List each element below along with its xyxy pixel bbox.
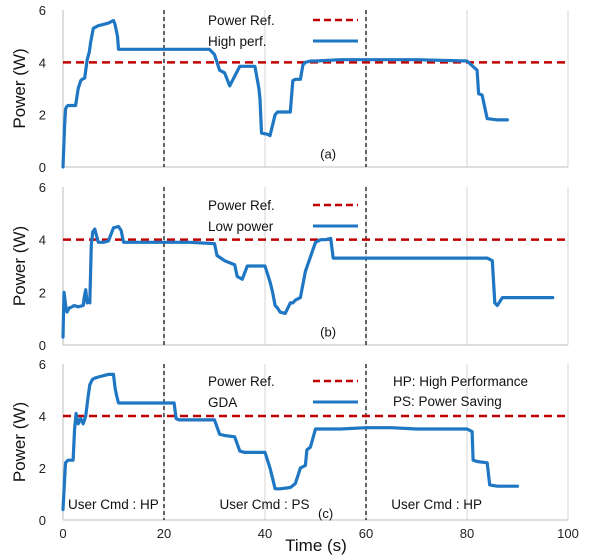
abbreviation-note: PS: Power Saving <box>393 394 502 409</box>
panel-label: (a) <box>320 147 336 162</box>
panel-label: (c) <box>318 506 333 521</box>
y-tick-label: 0 <box>39 160 46 175</box>
legend: Power Ref. Low power <box>208 198 358 234</box>
legend-label-series: High perf. <box>208 34 267 49</box>
x-tick-label: 40 <box>258 526 272 541</box>
legend-label-series: GDA <box>208 395 237 410</box>
x-axis-title: Time (s) <box>285 536 347 555</box>
y-tick-label: 4 <box>39 55 46 70</box>
user-command-label: User Cmd : PS <box>220 497 310 512</box>
y-tick-label: 2 <box>39 108 46 123</box>
chart-panels: 0 2 4 6 Power (W) Power Ref. High perf. (a) 0 2 4 6… <box>10 3 579 541</box>
x-tick-label: 60 <box>359 526 373 541</box>
chart-panel-1: 0 2 4 6 Power (W) Power Ref. High perf. (a) <box>10 3 569 175</box>
x-tick-label: 100 <box>557 526 579 541</box>
y-axis-title: Power (W) <box>10 48 29 128</box>
y-axis-title: Power (W) <box>10 226 29 306</box>
legend: Power Ref. GDA <box>208 374 358 410</box>
y-axis-title: Power (W) <box>10 402 29 482</box>
series-line <box>61 224 555 339</box>
y-tick-label: 2 <box>39 461 46 476</box>
y-tick-label: 4 <box>39 409 46 424</box>
y-tick-label: 6 <box>39 180 46 195</box>
y-tick-label: 2 <box>39 285 46 300</box>
y-tick-label: 6 <box>39 357 46 372</box>
legend-label-series: Low power <box>208 219 274 234</box>
user-command-label: User Cmd : HP <box>391 497 482 512</box>
legend-label-ref: Power Ref. <box>208 13 275 28</box>
panel-label: (b) <box>320 325 336 340</box>
y-tick-label: 6 <box>39 3 46 18</box>
legend-label-ref: Power Ref. <box>208 374 275 389</box>
x-tick-label: 80 <box>460 526 474 541</box>
x-tick-label: 0 <box>59 526 66 541</box>
y-tick-label: 0 <box>39 513 46 528</box>
series-line <box>61 18 509 169</box>
y-tick-label: 4 <box>39 233 46 248</box>
legend-label-ref: Power Ref. <box>208 198 275 213</box>
x-tick-label: 20 <box>157 526 171 541</box>
y-tick-label: 0 <box>39 338 46 353</box>
legend: Power Ref. High perf. <box>208 13 358 49</box>
user-command-label: User Cmd : HP <box>68 497 159 512</box>
series-line <box>61 372 520 512</box>
abbreviation-note: HP: High Performance <box>393 374 528 389</box>
chart-panel-2: 0 2 4 6 Power (W) Power Ref. Low power (b) <box>10 180 569 353</box>
